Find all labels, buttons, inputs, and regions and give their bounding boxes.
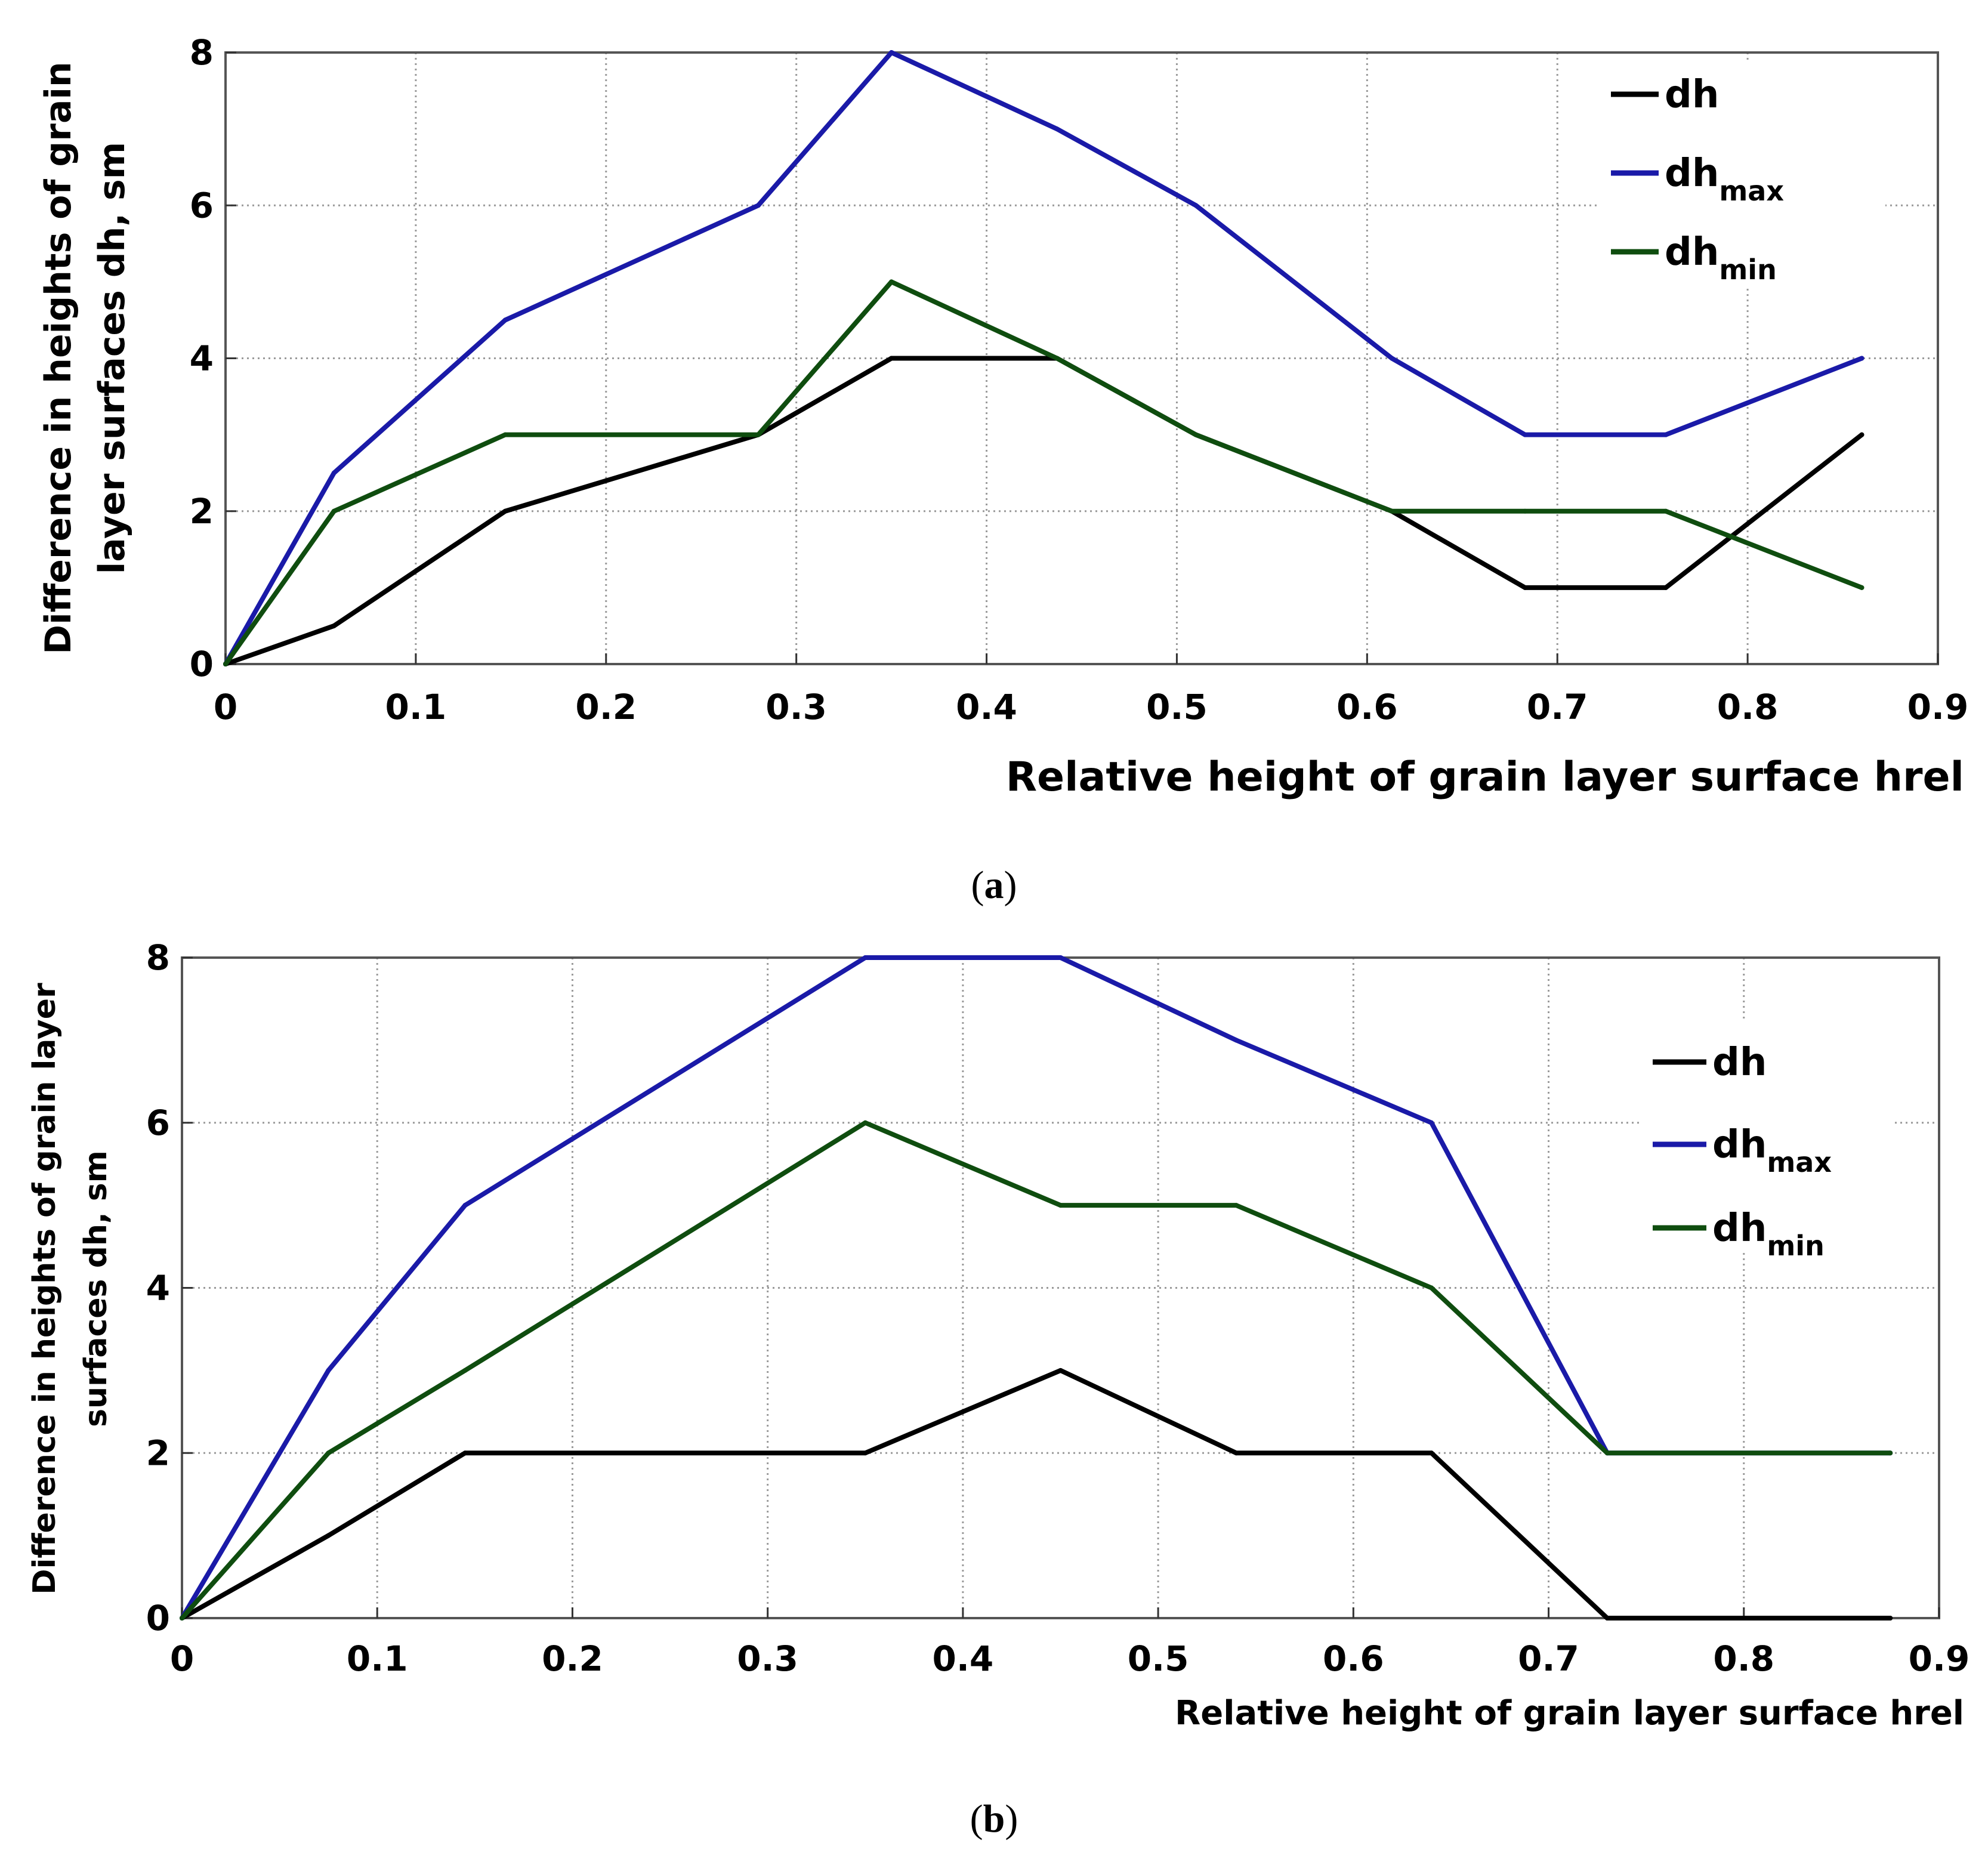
data-point-dhmax [1058, 955, 1063, 960]
data-point-dhmin [326, 1450, 331, 1456]
data-point-dhmin [502, 432, 508, 437]
x-tick-label: 0.9 [1907, 687, 1969, 727]
data-point-dhmax [1234, 1038, 1239, 1043]
x-tick-label: 0.2 [575, 687, 637, 727]
x-tick-label: 0.3 [737, 1638, 798, 1679]
legend-box [1641, 1020, 1891, 1253]
data-point-dhmin [1859, 585, 1864, 590]
data-point-dhmin [1604, 1450, 1610, 1456]
data-point-dhmin [331, 508, 337, 514]
x-tick-label: 0.9 [1909, 1638, 1970, 1679]
data-point-dh [1429, 1450, 1434, 1456]
x-tick-label: 0.5 [1128, 1638, 1189, 1679]
data-point-dhmin [462, 1368, 468, 1373]
data-point-dhmax [462, 1203, 468, 1208]
legend-label-dhmin: dhmin [1712, 1206, 1825, 1262]
data-point-dhmin [1193, 432, 1199, 437]
chart-a: 0 0.1 0.2 0.3 0.4 0.5 0.6 0.7 0.8 0.9 0 2 4 6 8 Relativ… [38, 32, 1968, 907]
data-point-dhmax [331, 470, 337, 476]
x-tick-label: 0.6 [1336, 687, 1398, 727]
data-point-dhmax [1389, 356, 1394, 361]
y-tick-label: 6 [146, 1103, 170, 1143]
data-point-dhmax [1859, 356, 1864, 361]
data-point-dhmin [1234, 1203, 1239, 1208]
data-point-dh [1663, 585, 1668, 590]
y-tick-label: 2 [146, 1433, 170, 1473]
figure-caption: (a) [971, 863, 1017, 907]
x-tick-label: 0.2 [542, 1638, 603, 1679]
data-point-dhmin [755, 432, 761, 437]
y-tick-label: 4 [146, 1268, 170, 1308]
data-point-dhmin [223, 662, 228, 666]
x-tick-label: 0.7 [1527, 687, 1588, 727]
data-point-dhmax [1663, 432, 1668, 437]
x-tick-label: 0.7 [1518, 1638, 1579, 1679]
data-point-dh [462, 1450, 468, 1456]
data-point-dhmin [1523, 508, 1528, 514]
legend-label-dh: dh [1712, 1041, 1767, 1085]
x-tick-label: 0.4 [933, 1638, 994, 1679]
data-point-dhmax [889, 50, 894, 55]
data-point-dhmax [326, 1368, 331, 1373]
data-point-dhmin [1054, 356, 1060, 361]
data-point-dh [1859, 432, 1864, 437]
data-point-dhmin [180, 1616, 184, 1620]
y-tick-label: 8 [190, 32, 214, 73]
data-point-dhmin [1663, 508, 1668, 514]
data-point-dh [326, 1533, 331, 1538]
data-point-dh [1888, 1616, 1893, 1620]
legend-label-dh: dh [1665, 73, 1719, 117]
data-point-dh [1234, 1450, 1239, 1456]
data-point-dh [1523, 585, 1528, 590]
data-point-dh [889, 356, 894, 361]
x-tick-label: 0.3 [765, 687, 827, 727]
y-tick-label: 6 [190, 185, 214, 226]
data-point-dh [863, 1450, 868, 1456]
x-tick-label: 0.6 [1323, 1638, 1384, 1679]
x-tick-label: 0.8 [1717, 687, 1779, 727]
data-point-dhmax [1429, 1120, 1434, 1125]
y-axis-label: surfaces dh, sm [78, 1150, 114, 1427]
x-tick-label: 0.1 [385, 687, 447, 727]
x-tick-label: 0.8 [1713, 1638, 1774, 1679]
chart-b: 0 0.1 0.2 0.3 0.4 0.5 0.6 0.7 0.8 0.9 0 2 4 6 8 Relativ… [27, 937, 1970, 1841]
y-tick-label: 8 [146, 937, 170, 978]
data-point-dhmax [1193, 203, 1199, 208]
data-point-dh [331, 623, 337, 628]
x-tick-label: 0 [170, 1638, 194, 1679]
legend-label-dhmax: dhmax [1712, 1123, 1832, 1178]
y-tick-label: 4 [190, 338, 214, 379]
data-point-dhmax [1523, 432, 1528, 437]
x-tick-label: 0.1 [347, 1638, 408, 1679]
legend-label-dhmax: dhmax [1665, 152, 1784, 207]
x-tick-label: 0.5 [1146, 687, 1208, 727]
data-point-dhmin [863, 1120, 868, 1125]
x-axis-label: Relative height of grain layer surface h… [1175, 1694, 1964, 1733]
y-tick-label: 2 [190, 491, 214, 532]
data-point-dhmin [1888, 1450, 1893, 1456]
data-point-dhmax [1054, 126, 1060, 132]
x-tick-label: 0 [214, 687, 237, 727]
data-point-dh [1604, 1616, 1610, 1620]
y-tick-label: 0 [146, 1598, 170, 1638]
y-axis-label: layer surfaces dh, sm [91, 142, 133, 575]
data-point-dh [502, 508, 508, 514]
data-point-dhmax [502, 317, 508, 323]
x-axis-label: Relative height of grain layer surface h… [1006, 754, 1964, 801]
y-axis-label: Difference in heights of grain layer [27, 983, 63, 1595]
data-point-dh [1058, 1368, 1063, 1373]
y-axis-label: Difference in heights of grain [38, 61, 79, 654]
data-point-dhmax [755, 203, 761, 208]
data-point-dhmin [1058, 1203, 1063, 1208]
data-point-dhmin [889, 279, 894, 285]
data-point-dhmin [1389, 508, 1394, 514]
data-point-dhmin [1429, 1285, 1434, 1291]
figure-caption: (b) [970, 1797, 1018, 1841]
data-point-dhmax [863, 955, 868, 960]
y-tick-label: 0 [190, 644, 214, 684]
x-tick-label: 0.4 [956, 687, 1017, 727]
legend-label-dhmin: dhmin [1665, 230, 1777, 286]
